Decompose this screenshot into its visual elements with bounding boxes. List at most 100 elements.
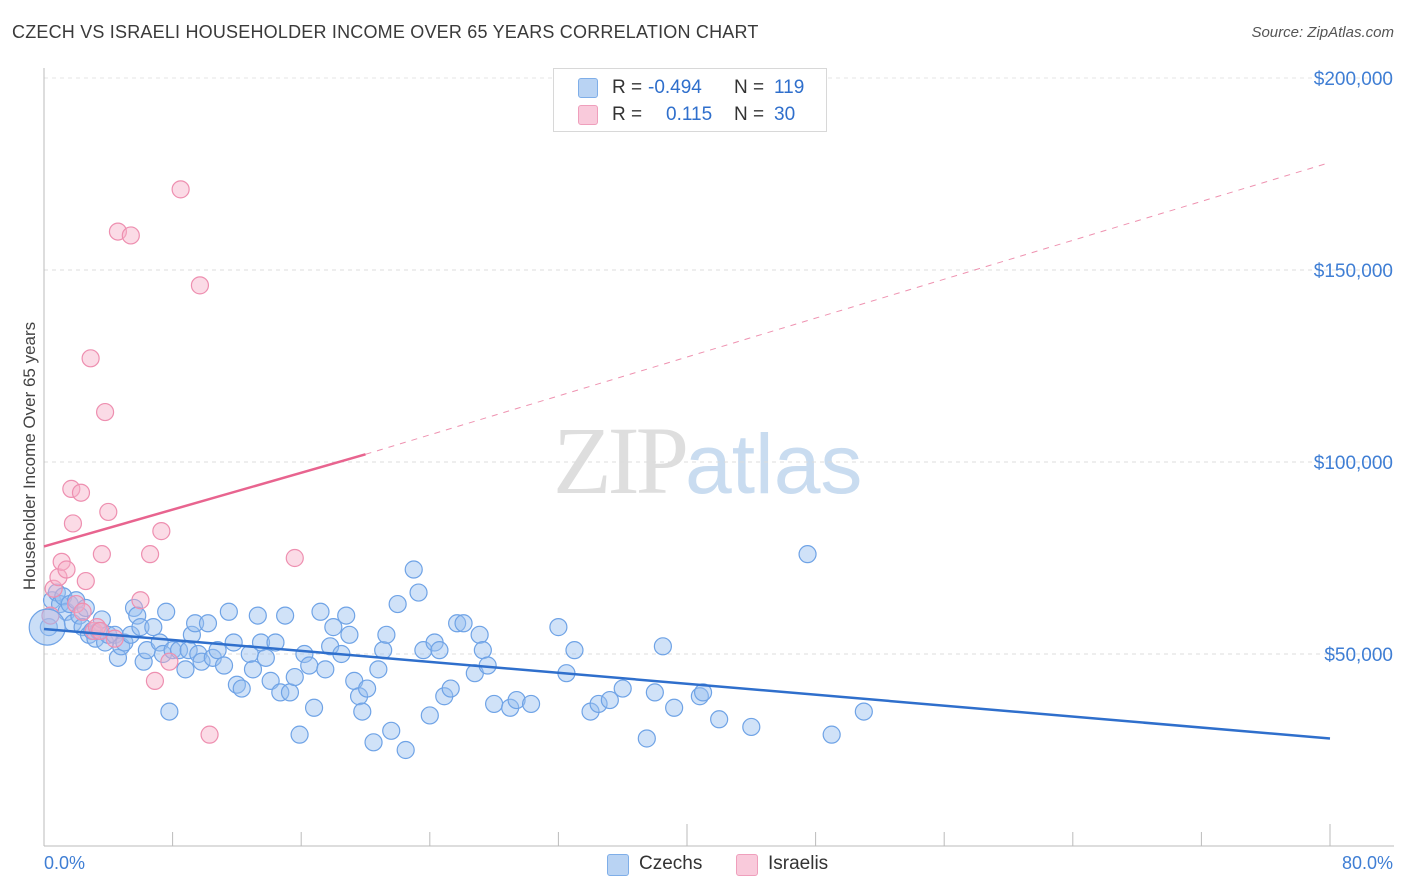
czech-point — [271, 683, 290, 702]
czech-point — [645, 683, 664, 702]
czech-point — [854, 702, 873, 721]
israelis-label: Israelis — [768, 853, 829, 874]
czech-point — [290, 725, 309, 744]
czech-point — [311, 602, 330, 621]
czech-point — [243, 660, 263, 679]
israeli-point — [160, 652, 179, 671]
x-tick-label: 0.0% — [44, 853, 85, 873]
czech-point — [742, 717, 761, 737]
czech-point — [280, 683, 300, 702]
israeli-point — [200, 725, 219, 744]
czech-point — [470, 625, 489, 644]
czech-point — [822, 725, 841, 744]
israeli-point — [63, 514, 83, 533]
czech-point-cluster — [28, 608, 66, 646]
legend-r-value: -0.494 — [648, 77, 702, 98]
czech-point — [353, 702, 372, 721]
source-label: Source: ZipAtlas.com — [1251, 24, 1394, 41]
czech-point — [521, 694, 541, 714]
y-tick-label: $50,000 — [1324, 645, 1393, 666]
legend-r-label: R = — [612, 104, 643, 125]
czech-point — [192, 652, 211, 671]
czech-point — [798, 545, 817, 564]
czech-point — [300, 656, 319, 675]
legend-swatch-czechs — [578, 78, 598, 98]
israeli-point — [190, 276, 210, 295]
czech-point — [388, 594, 407, 614]
israeli-point — [44, 579, 63, 598]
czech-point — [600, 690, 619, 710]
x-tick-label: 80.0% — [1342, 853, 1393, 873]
czech-point — [182, 625, 201, 644]
y-tick-label: $200,000 — [1314, 69, 1393, 90]
israeli-point — [57, 560, 76, 579]
czech-point — [358, 679, 377, 698]
czech-point — [67, 591, 86, 610]
czech-point — [134, 652, 153, 671]
israeli-point — [152, 522, 171, 541]
legend-r-label: R = — [612, 77, 643, 98]
czech-point — [186, 614, 205, 633]
czech-point — [473, 641, 492, 660]
czech-point — [507, 690, 526, 710]
y-tick-label: $150,000 — [1314, 261, 1393, 282]
czech-point — [304, 698, 324, 717]
czechs-label: Czechs — [639, 853, 703, 874]
legend-n-value: 119 — [774, 77, 805, 98]
czech-point — [163, 641, 182, 660]
watermark-atlas: atlas — [685, 417, 863, 511]
czech-point — [256, 648, 275, 667]
israeli-point — [62, 479, 81, 498]
israeli-point — [171, 180, 190, 199]
czech-point — [637, 729, 656, 748]
czech-point — [549, 618, 568, 637]
czech-point — [404, 560, 423, 579]
czech-point — [369, 660, 388, 679]
czech-point — [214, 656, 234, 675]
czech-point — [232, 679, 251, 698]
czech-point — [374, 641, 393, 660]
czech-point — [364, 733, 383, 752]
czech-point — [665, 698, 684, 717]
watermark-zip: ZIP — [553, 407, 689, 514]
czech-point — [131, 618, 150, 637]
israelis-trend-line — [43, 453, 366, 548]
czech-point — [396, 740, 415, 760]
israeli-point — [285, 548, 304, 568]
czech-point — [485, 694, 504, 714]
czech-point — [128, 606, 147, 625]
czech-point — [316, 660, 335, 679]
israeli-point — [95, 402, 115, 422]
israelis-trend-extrapolation — [365, 162, 1331, 455]
czech-point — [160, 702, 179, 721]
czech-point — [224, 633, 243, 652]
czech-point — [589, 694, 608, 714]
watermark: ZIPatlas — [553, 405, 862, 516]
czech-point — [219, 602, 238, 621]
israeli-point — [73, 602, 92, 621]
israelis-swatch — [736, 854, 758, 876]
czech-point — [454, 614, 473, 633]
czech-point — [448, 614, 467, 633]
legend-swatch-israelis — [578, 105, 598, 125]
czech-point — [324, 618, 343, 637]
chart-title: CZECH VS ISRAELI HOUSEHOLDER INCOME OVER… — [12, 22, 759, 42]
czech-point — [248, 606, 267, 625]
czech-point — [198, 614, 218, 633]
israeli-point — [121, 226, 140, 245]
israeli-point — [81, 349, 100, 368]
czech-point — [337, 606, 356, 625]
czech-point — [285, 667, 304, 687]
correlation-legend: R = -0.494 N = 119 R = 0.115 N = 30 — [553, 68, 827, 132]
series-legend: Czechs Israelis — [0, 852, 1406, 878]
czech-point — [613, 679, 632, 698]
israeli-point — [99, 502, 118, 522]
czech-point — [276, 606, 295, 625]
y-tick-label: $100,000 — [1314, 453, 1393, 474]
czech-point — [710, 710, 729, 729]
israeli-point — [131, 591, 150, 610]
israeli-point — [140, 545, 160, 564]
legend-n-label: N = — [734, 104, 765, 125]
czech-point — [382, 721, 401, 740]
israeli-point — [76, 571, 95, 591]
